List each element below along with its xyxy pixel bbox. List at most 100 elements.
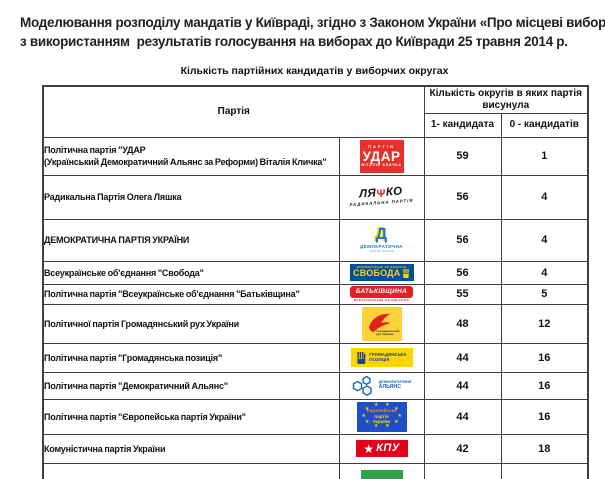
header-group: Кількість округів в яких партія висунула (423, 85, 589, 114)
header-one-candidate: 1- кандидата (423, 112, 502, 138)
count-zero-candidates: 4 (500, 218, 589, 262)
batkivshchyna-logo: БАТЬКІВЩИНА ВСЕУКРАЇНСЬКЕ ОБ'ЄДНАННЯ (349, 286, 414, 303)
star-icon: ★ (394, 419, 399, 426)
header-zero-candidates: 0 - кандидатів (500, 112, 589, 138)
party-logo-cell: ★ ★ ★ ★ ★ ★ ★ ★ ★ ★ Європейська партія У… (338, 398, 425, 435)
udar-logo-bottom-text: ВІТАЛІЯ КЛИЧКА (361, 163, 402, 168)
party-name-cell: Політична партія "Громадянська позиція" (42, 342, 340, 373)
party-logo-cell: Д ДЕМОКРАТИЧНА ПАРТІЯ УКРАЇНИ (338, 218, 425, 262)
table-row: ДЕМОКРАТИЧНА ПАРТІЯ УКРАЇНИ Д ДЕМОКРАТИЧ… (42, 218, 589, 262)
star-icon: ★ (373, 423, 379, 430)
hexagons-icon (352, 375, 372, 396)
three-finger-hand-icon (403, 269, 409, 279)
demalliance-logo-line2: АЛЬЯНС (378, 384, 401, 391)
party-logo-cell: ЛЯ Ψ КО РАДИКАЛЬНА ПАРТІЯ (338, 174, 425, 220)
count-one-candidate: 44 (423, 342, 502, 373)
table-row: Радикальна Партія Олега Ляшка ЛЯ Ψ КО РАДИ… (42, 174, 589, 220)
party-logo-cell: Громадянський рух України (338, 303, 425, 344)
table-row: Політична партія "Європейська партія Укр… (42, 398, 589, 435)
party-name-cell: Політична партія "УДАР (Український Демо… (42, 136, 340, 176)
kpu-logo: ★ КПУ (355, 440, 408, 458)
party-logo-cell: ДЕМОКРАТИЧНИЙ АЛЬЯНС (338, 371, 425, 400)
batkivshchyna-logo-sub-text: ВСЕУКРАЇНСЬКЕ ОБ'ЄДНАННЯ (354, 298, 409, 303)
european-party-logo: ★ ★ ★ ★ ★ ★ ★ ★ ★ ★ Європейська партія У… (356, 401, 407, 432)
table-row: Політична партія "УДАР (Український Демо… (42, 136, 589, 176)
count-one-candidate: 56 (423, 174, 502, 220)
star-icon: ★ (385, 423, 390, 430)
count-zero-candidates: 12 (500, 303, 589, 344)
hromadskyi-rukh-logo: Громадянський рух України (361, 306, 402, 341)
udar-logo-main-text: УДАР (362, 148, 401, 164)
kpu-logo-main-text: КПУ (376, 442, 400, 455)
count-one-candidate: 48 (423, 303, 502, 344)
star-icon: ★ (397, 412, 402, 419)
star-icon: ★ (363, 441, 375, 456)
count-one-candidate: 42 (423, 433, 502, 464)
european-logo-line1: Європейська (366, 408, 397, 414)
dpu-logo: Д ДЕМОКРАТИЧНА ПАРТІЯ УКРАЇНИ (360, 227, 403, 253)
table-row: Комуністична партія України ★ КПУ 42 18 (42, 433, 589, 464)
party-logo-cell: ПАРТІЯ УДАР ВІТАЛІЯ КЛИЧКА (338, 136, 425, 176)
count-one-candidate: 59 (423, 136, 502, 176)
flame-bird-icon (368, 313, 390, 332)
star-icon: ★ (361, 412, 366, 419)
party-name-cell: Всеукраїнське об'єднання "Свобода" (42, 260, 340, 285)
count-zero-candidates: 16 (500, 398, 589, 435)
party-logo-cell (338, 462, 425, 479)
party-name-cell: Всеукраїнське об'єднання "ДЕМОКРАТИ (Дем… (42, 462, 340, 479)
svoboda-logo: ВСЕУКРАЇНСЬКЕ ОБ'ЄДНАННЯ СВОБОДА (349, 264, 414, 282)
batkivshchyna-logo-main-text: БАТЬКІВЩИНА (349, 286, 414, 298)
european-logo-line3: України (372, 418, 391, 424)
count-one-candidate: 56 (423, 260, 502, 285)
title-line-2: з використанням результатів голосування … (20, 34, 568, 50)
pozytsiia-logo-line2: ПОЗИЦІЯ (369, 357, 390, 363)
party-name-cell: Політична партія "Всеукраїнське об'єднан… (42, 283, 340, 305)
lyashko-logo-sub-text: РАДИКАЛЬНА ПАРТІЯ (349, 198, 415, 208)
table-row: Всеукраїнське об'єднання "Свобода" ВСЕУК… (42, 260, 589, 285)
blue-hand-icon (357, 351, 366, 364)
candidates-table: Партія Кількість округів в яких партія в… (42, 85, 589, 479)
party-logo-cell: ГРОМАДЯНСЬКА ПОЗИЦІЯ (338, 342, 425, 373)
star-icon: ★ (364, 419, 370, 426)
pozytsiia-logo-line1: ГРОМАДЯНСЬКА (369, 351, 407, 357)
lyashko-logo: ЛЯ Ψ КО РАДИКАЛЬНА ПАРТІЯ (349, 186, 414, 208)
udar-logo: ПАРТІЯ УДАР ВІТАЛІЯ КЛИЧКА (359, 139, 404, 173)
rukh-logo-text: Громадянський рух України (376, 328, 400, 337)
dpu-d-monogram-icon: Д (375, 226, 388, 244)
dpu-logo-label: ДЕМОКРАТИЧНА (359, 244, 404, 250)
party-name-cell: Радикальна Партія Олега Ляшка (42, 174, 340, 220)
count-one-candidate: 37 (423, 462, 502, 479)
count-zero-candidates: 1 (500, 136, 589, 176)
udar-logo-top-text: ПАРТІЯ (368, 143, 395, 149)
party-name-cell: Політична партія "Демократичний Альянс" (42, 371, 340, 400)
count-one-candidate: 44 (423, 371, 502, 400)
party-logo-cell: ★ КПУ (338, 433, 425, 464)
count-one-candidate: 44 (423, 398, 502, 435)
count-zero-candidates: 23 (500, 462, 589, 479)
title-line-1: Моделювання розподілу мандатів у Київрад… (20, 15, 605, 30)
party-logo-cell: БАТЬКІВЩИНА ВСЕУКРАЇНСЬКЕ ОБ'ЄДНАННЯ (338, 283, 425, 305)
table-body: Політична партія "УДАР (Український Демо… (42, 136, 589, 479)
header-party: Партія (42, 85, 425, 138)
star-icon: ★ (373, 402, 379, 409)
table-row: Політичної партія Громадянський рух Укра… (42, 303, 589, 344)
count-zero-candidates: 4 (500, 260, 589, 285)
european-logo-line2: партія (374, 413, 389, 419)
star-icon: ★ (364, 406, 370, 413)
count-zero-candidates: 5 (500, 283, 589, 305)
demokraty-logo (360, 470, 403, 479)
count-zero-candidates: 16 (500, 342, 589, 373)
table-row: Політична партія "Демократичний Альянс" … (42, 371, 589, 400)
demalliance-logo: ДЕМОКРАТИЧНИЙ АЛЬЯНС (352, 375, 412, 397)
hromadska-pozytsiia-logo: ГРОМАДЯНСЬКА ПОЗИЦІЯ (350, 348, 413, 368)
count-one-candidate: 55 (423, 283, 502, 305)
table-row: Політична партія "Всеукраїнське об'єднан… (42, 283, 589, 305)
count-zero-candidates: 18 (500, 433, 589, 464)
svoboda-logo-main-text: СВОБОДА (353, 268, 401, 279)
demalliance-logo-line1: ДЕМОКРАТИЧНИЙ (378, 380, 412, 385)
table-row: Політична партія "Громадянська позиція" … (42, 342, 589, 373)
count-one-candidate: 56 (423, 218, 502, 262)
count-zero-candidates: 16 (500, 371, 589, 400)
table-caption: Кількість партійних кандидатів у виборчи… (180, 65, 449, 78)
table-row: Всеукраїнське об'єднання "ДЕМОКРАТИ (Дем… (42, 462, 589, 479)
